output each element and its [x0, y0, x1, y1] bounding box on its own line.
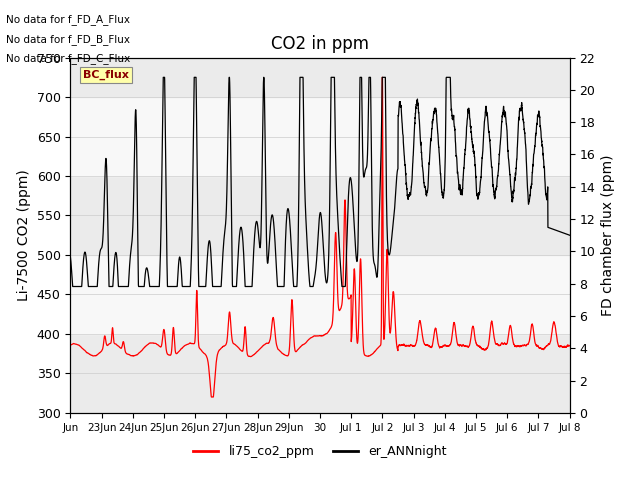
Bar — [70, 255, 570, 334]
Bar — [70, 334, 570, 413]
Text: No data for f_FD_C_Flux: No data for f_FD_C_Flux — [6, 53, 131, 64]
Bar — [70, 176, 570, 255]
Legend: li75_co2_ppm, er_ANNnight: li75_co2_ppm, er_ANNnight — [188, 440, 452, 463]
Title: CO2 in ppm: CO2 in ppm — [271, 35, 369, 53]
Text: BC_flux: BC_flux — [83, 70, 129, 80]
Bar — [70, 97, 570, 176]
Bar — [70, 58, 570, 97]
Text: No data for f_FD_A_Flux: No data for f_FD_A_Flux — [6, 14, 131, 25]
Y-axis label: Li-7500 CO2 (ppm): Li-7500 CO2 (ppm) — [17, 169, 31, 301]
Y-axis label: FD chamber flux (ppm): FD chamber flux (ppm) — [601, 155, 615, 316]
Text: No data for f_FD_B_Flux: No data for f_FD_B_Flux — [6, 34, 131, 45]
